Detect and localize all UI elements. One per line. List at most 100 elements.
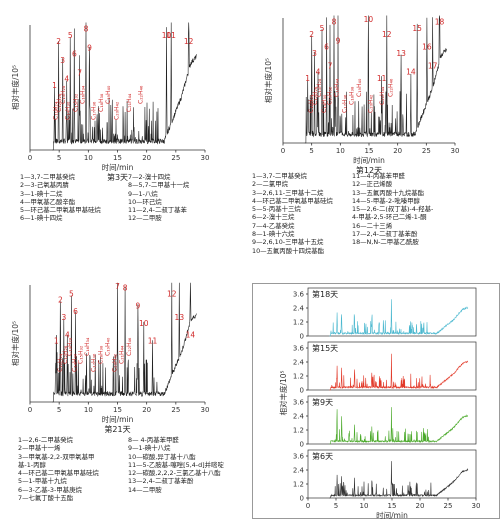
peak-label: 17 bbox=[428, 61, 438, 70]
legend-entry: 7—2-溴十四烷 bbox=[128, 173, 171, 181]
formula-label: C₂₁H₄₄ bbox=[118, 345, 125, 364]
legend-entry: 11—5-乙胺基-噻唑[5,4-d]并嘧啶 bbox=[128, 460, 224, 469]
x-tick-label: 15 bbox=[365, 147, 374, 155]
y-tick-label: 1.2 bbox=[293, 481, 304, 489]
legend-row: 2—3-己氧基丙腈 8—5,7-二甲基十一烷 bbox=[20, 181, 189, 189]
plot-area: 0 5 10 15 20 25 30时间/min相对丰度/10⁵第3天12345678910… bbox=[10, 22, 210, 182]
legend-entry: 6—1-碘十四烷 bbox=[20, 214, 63, 223]
x-tick-label: 0 bbox=[306, 502, 310, 510]
peak-label: 9 bbox=[136, 301, 141, 310]
x-tick-label: 30 bbox=[201, 154, 210, 162]
legend-entry: 3—1-碘十二烷 bbox=[20, 189, 63, 198]
formula-label: C₂₂H₄₆ bbox=[138, 85, 145, 104]
peak-label: 7 bbox=[115, 282, 120, 291]
chromatogram-trace bbox=[304, 15, 447, 144]
formula-label: C₁₆H₃₄ bbox=[79, 85, 86, 104]
y-axis-label: 相对丰度/10⁵ bbox=[10, 65, 20, 110]
peak-label: 7 bbox=[328, 61, 333, 70]
formula-label: C₁₃H₂₈ bbox=[60, 85, 67, 104]
legend-entry: 8— 4-丙基苯甲醛 bbox=[128, 436, 179, 444]
peak-label: 10 bbox=[364, 15, 374, 24]
y-axis-label: 相对丰度/10⁵ bbox=[263, 58, 273, 103]
peak-label: 4 bbox=[316, 68, 321, 77]
peak-label: 15 bbox=[412, 24, 422, 33]
peak-label: 13 bbox=[175, 313, 185, 322]
legend-entry: 5—1-甲基十九烷 bbox=[18, 477, 67, 486]
y-tick-label: 0 bbox=[300, 387, 304, 395]
x-tick-label: 10 bbox=[84, 154, 93, 162]
y-tick-label: 1.2 bbox=[293, 319, 304, 327]
legend-entry: 18—N,N-二甲基乙酰胺 bbox=[352, 238, 419, 247]
peak-label: 6 bbox=[324, 43, 329, 52]
peak-label: 11 bbox=[377, 74, 387, 83]
legend-entry: 5—5-丙基十三烷 bbox=[252, 205, 301, 214]
x-tick-label: 20 bbox=[142, 154, 151, 162]
legend-entry: 8—5,7-二甲基十一烷 bbox=[128, 181, 190, 190]
x-axis-label: 时间/min bbox=[102, 162, 134, 172]
y-axis-label: 相对丰度/10⁵ bbox=[278, 370, 288, 415]
peak-label: 11 bbox=[148, 336, 158, 345]
legend-entry: 2—3-己氧基丙腈 bbox=[20, 181, 69, 190]
x-tick-label: 15 bbox=[113, 154, 122, 162]
legend-entry: 6—2-溴十三烷 bbox=[252, 213, 295, 222]
x-tick-label: 10 bbox=[84, 406, 93, 414]
formula-label: C₁₅H₃₂ bbox=[327, 86, 334, 105]
formula-label: C₁₈H₃₈ bbox=[98, 93, 105, 112]
formula-label: C₁₉H₄₀ bbox=[356, 78, 363, 97]
x-tick-label: 25 bbox=[171, 406, 180, 414]
chart-day12: 0 5 10 15 20 25 30时间/min相对丰度/10⁵第12天1234567891… bbox=[263, 15, 459, 175]
y-tick-label: 0 bbox=[300, 441, 304, 449]
peak-label: 9 bbox=[87, 43, 92, 52]
legend-day12: 1—3,7-二甲基癸烷 11—4-丙基苯甲醛 2—二氯甲烷 12—正己烯酸 3—2,6,… bbox=[252, 172, 433, 255]
series-label: 第9天 bbox=[312, 397, 333, 407]
band-frame bbox=[307, 449, 477, 499]
formula-label: C₁₃H₂₈ bbox=[66, 337, 73, 356]
legend-row: 3—1-碘十二烷 9—1-八烷 bbox=[20, 190, 189, 198]
x-tick-label: 10 bbox=[360, 502, 369, 510]
formula-label: C₁₁H₂₄ bbox=[308, 94, 315, 113]
formula-label: C₁₈H₃₈ bbox=[97, 345, 104, 364]
x-tick-label: 5 bbox=[334, 502, 338, 510]
x-axis-label: 时间/min bbox=[376, 510, 408, 519]
peak-label: 1 bbox=[305, 74, 310, 83]
formula-label: C₁₉H₄₀ bbox=[104, 337, 111, 356]
peak-label: 7 bbox=[77, 68, 82, 77]
peak-label: 18 bbox=[435, 18, 445, 27]
legend-row: 8—1-碘十六烷 17—2,4-二叔丁基苯酚 bbox=[252, 230, 433, 238]
formula-label: C₂₀H₄₂ bbox=[114, 101, 121, 120]
legend-entry: 4—环己基二甲氧基甲基硅烷 bbox=[252, 196, 333, 205]
legend-row: 5—5-丙基十三烷 15—2,6-二(叔丁基)-4-羟基- bbox=[252, 205, 433, 213]
legend-entry: 14—5-甲基-2-吡嗪甲醇 bbox=[352, 196, 420, 205]
x-tick-label: 25 bbox=[171, 154, 180, 162]
legend-entry: 4-甲基-2,5-环己二烯-1-酮 bbox=[352, 213, 427, 222]
legend-entry: 13—2,4-二叔丁基苯酚 bbox=[128, 477, 194, 486]
formula-label: C₁₃H₂₈ bbox=[316, 78, 323, 97]
legend-entry: 14—二甲胺 bbox=[128, 485, 162, 494]
peak-label: 5 bbox=[69, 290, 74, 299]
peak-label: 8 bbox=[123, 284, 128, 293]
legend-row: 1—2,6-二甲基癸烷 8— 4-丙基苯甲醛 bbox=[18, 436, 224, 444]
legend-entry: 8—1-碘十六烷 bbox=[252, 230, 295, 239]
band-frame bbox=[307, 341, 477, 391]
legend-entry: 16—二十三烯 bbox=[352, 221, 393, 230]
legend-entry: 12—碳酸,2,2,2-三氯乙基十八酯 bbox=[128, 469, 221, 478]
x-tick-label: 10 bbox=[336, 147, 345, 155]
formula-label: C₂₁H₄₄ bbox=[379, 86, 386, 105]
peak-label: 12 bbox=[382, 30, 392, 39]
formula-label: C₁₄H₃₀ bbox=[321, 94, 328, 113]
legend-entry: 6—3-乙基-3-甲基庚烷 bbox=[18, 485, 82, 494]
legend-entry: 2—二氯甲烷 bbox=[252, 180, 289, 189]
legend-row: 5—环己基二甲氧基甲基硅烷 11—2,4-二叔丁基苯 bbox=[20, 206, 189, 214]
legend-entry: 10—环己烷 bbox=[128, 197, 162, 206]
x-tick-label: 25 bbox=[422, 147, 431, 155]
plot-area: 0 5 10 15 20 25 30时间/min相对丰度/10⁵第12天1234567891… bbox=[263, 15, 459, 175]
formula-label: C₁₅H₃₂ bbox=[78, 345, 85, 364]
series-label: 第18天 bbox=[312, 289, 338, 299]
series-label: 第15天 bbox=[312, 343, 338, 353]
peak-label: 11 bbox=[166, 31, 176, 40]
x-tick-label: 15 bbox=[388, 502, 397, 510]
peak-label: 3 bbox=[61, 313, 66, 322]
chart-title: 第12天 bbox=[356, 165, 382, 175]
